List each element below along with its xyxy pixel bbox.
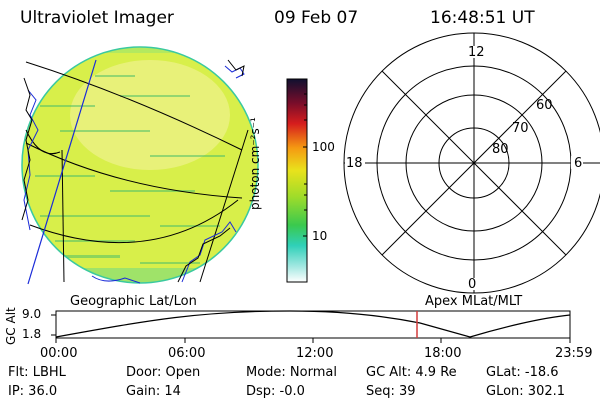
footer-ip: IP: 36.0 [8, 384, 58, 399]
xtick-1800: 18:00 [424, 346, 462, 361]
geographic-label: Geographic Lat/Lon [70, 294, 197, 309]
xtick-1200: 12:00 [296, 346, 334, 361]
xtick-2359: 23:59 [555, 346, 593, 361]
polar-lat-70: 70 [512, 121, 529, 136]
polar-mlt-18: 18 [346, 156, 363, 171]
footer-gcalt: GC Alt: 4.9 Re [366, 365, 457, 380]
footer-glon: GLon: 302.1 [486, 384, 566, 399]
colorbar-unit-label: photon cm⁻²s⁻¹ [248, 117, 262, 210]
footer-flt: Flt: LBHL [8, 365, 66, 380]
polar-plot [343, 32, 600, 294]
footer-dsp: Dsp: -0.0 [246, 384, 305, 399]
altitude-axis-label: GC Alt [4, 307, 18, 345]
footer-glat: GLat: -18.6 [486, 365, 559, 380]
footer-door: Door: Open [126, 365, 201, 380]
colorbar-tick-100: 100 [312, 140, 335, 154]
uv-disc [21, 46, 259, 284]
polar-lat-60: 60 [536, 98, 553, 113]
xtick-0000: 00:00 [40, 346, 78, 361]
polar-mlt-6: 6 [574, 156, 583, 171]
geographic-grid [25, 61, 249, 283]
xtick-0600: 06:00 [168, 346, 206, 361]
apex-label: Apex MLat/MLT [425, 294, 523, 309]
instrument-title: Ultraviolet Imager [20, 8, 174, 28]
polar-mlt-12: 12 [468, 45, 485, 60]
polar-lat-80: 80 [492, 142, 509, 157]
meridian-line [27, 59, 97, 285]
colorbar-tick-10: 10 [312, 229, 328, 243]
polar-mlt-0: 0 [468, 277, 477, 292]
altitude-ymin: 1.8 [22, 327, 42, 341]
colorbar [286, 78, 308, 283]
date-label: 09 Feb 07 [274, 8, 359, 28]
time-label: 16:48:51 UT [430, 8, 535, 28]
altitude-plot [51, 310, 571, 343]
altitude-ymax: 9.0 [22, 307, 42, 321]
footer-seq: Seq: 39 [366, 384, 416, 399]
footer-mode: Mode: Normal [246, 365, 337, 380]
footer-gain: Gain: 14 [126, 384, 181, 399]
